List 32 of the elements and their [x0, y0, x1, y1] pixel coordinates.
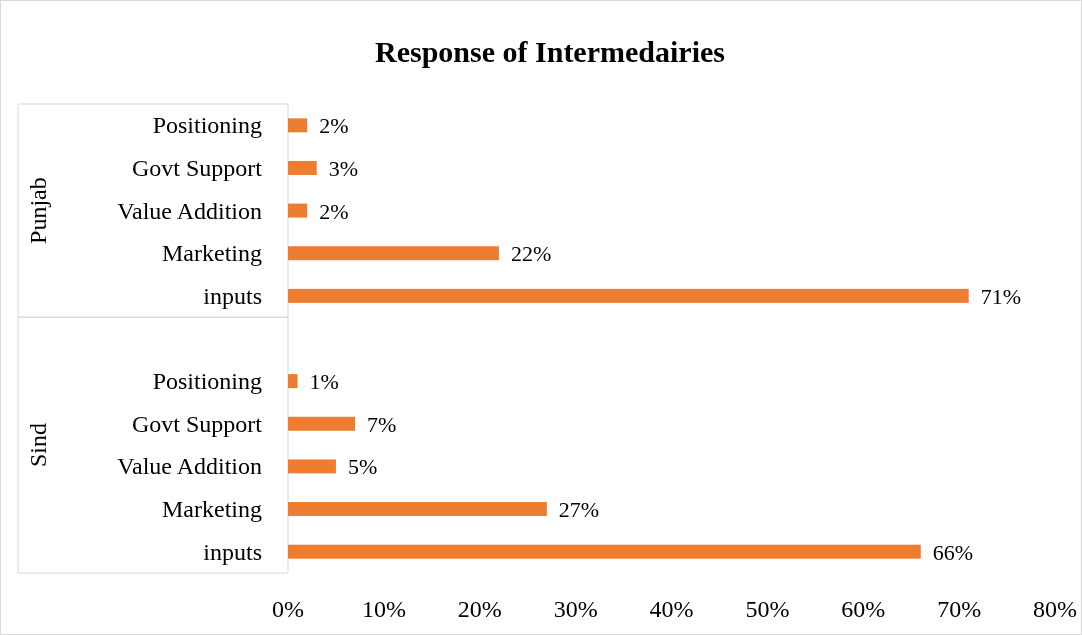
x-tick-label: 40%: [649, 596, 694, 622]
x-tick-label: 30%: [553, 596, 598, 622]
x-tick-label: 80%: [1033, 596, 1077, 622]
y-tick-label: Marketing: [162, 496, 262, 523]
y-tick-label: Value Addition: [117, 453, 262, 480]
x-tick-label: 50%: [745, 596, 790, 622]
chart-title: Response of Intermedairies: [375, 35, 725, 68]
data-label: 1%: [309, 369, 339, 395]
data-label: 2%: [319, 113, 349, 139]
data-label: 2%: [319, 198, 349, 224]
x-tick-label: 70%: [937, 596, 982, 622]
data-label: 5%: [347, 454, 378, 480]
data-label: 71%: [980, 283, 1022, 309]
x-tick-label: 20%: [457, 596, 502, 622]
data-label: 22%: [510, 241, 552, 267]
y-tick-label: Positioning: [152, 368, 262, 395]
data-label: 27%: [558, 497, 600, 523]
y-tick-label: Govt Support: [131, 410, 263, 437]
x-tick-label: 10%: [361, 596, 406, 622]
x-tick-label: 0%: [272, 596, 304, 622]
y-tick-label: inputs: [203, 282, 262, 309]
y-tick-label: inputs: [203, 538, 262, 565]
text: Sind: [25, 423, 51, 468]
data-label: 7%: [367, 411, 397, 437]
y-tick-label: Govt Support: [131, 154, 263, 181]
text: Punjab: [25, 177, 51, 244]
x-tick-label: 60%: [841, 596, 886, 622]
data-label: 3%: [328, 155, 359, 181]
data-label: 66%: [932, 539, 974, 565]
y-tick-label: Value Addition: [117, 197, 262, 224]
y-tick-label: Positioning: [152, 112, 262, 139]
y-tick-label: Marketing: [162, 240, 262, 267]
